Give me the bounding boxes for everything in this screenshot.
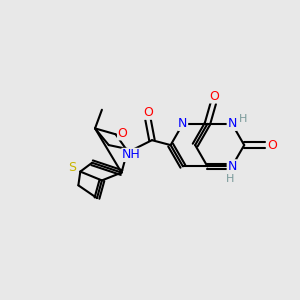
Text: NH: NH xyxy=(122,148,141,161)
Text: O: O xyxy=(118,127,128,140)
Text: O: O xyxy=(143,106,153,119)
Text: O: O xyxy=(267,139,277,152)
Text: H: H xyxy=(238,114,247,124)
Text: N: N xyxy=(178,117,188,130)
Text: S: S xyxy=(68,161,76,174)
Text: N: N xyxy=(227,117,237,130)
Text: O: O xyxy=(209,90,219,103)
Text: H: H xyxy=(226,174,234,184)
Text: N: N xyxy=(227,160,237,173)
